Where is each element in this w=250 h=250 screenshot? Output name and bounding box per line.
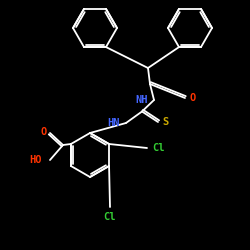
Text: HN: HN	[108, 118, 120, 128]
Text: O: O	[189, 93, 195, 103]
Text: Cl: Cl	[152, 143, 164, 153]
Text: Cl: Cl	[104, 212, 116, 222]
Text: NH: NH	[136, 95, 148, 105]
Text: HO: HO	[30, 155, 42, 165]
Text: O: O	[41, 127, 47, 137]
Text: S: S	[162, 117, 168, 127]
